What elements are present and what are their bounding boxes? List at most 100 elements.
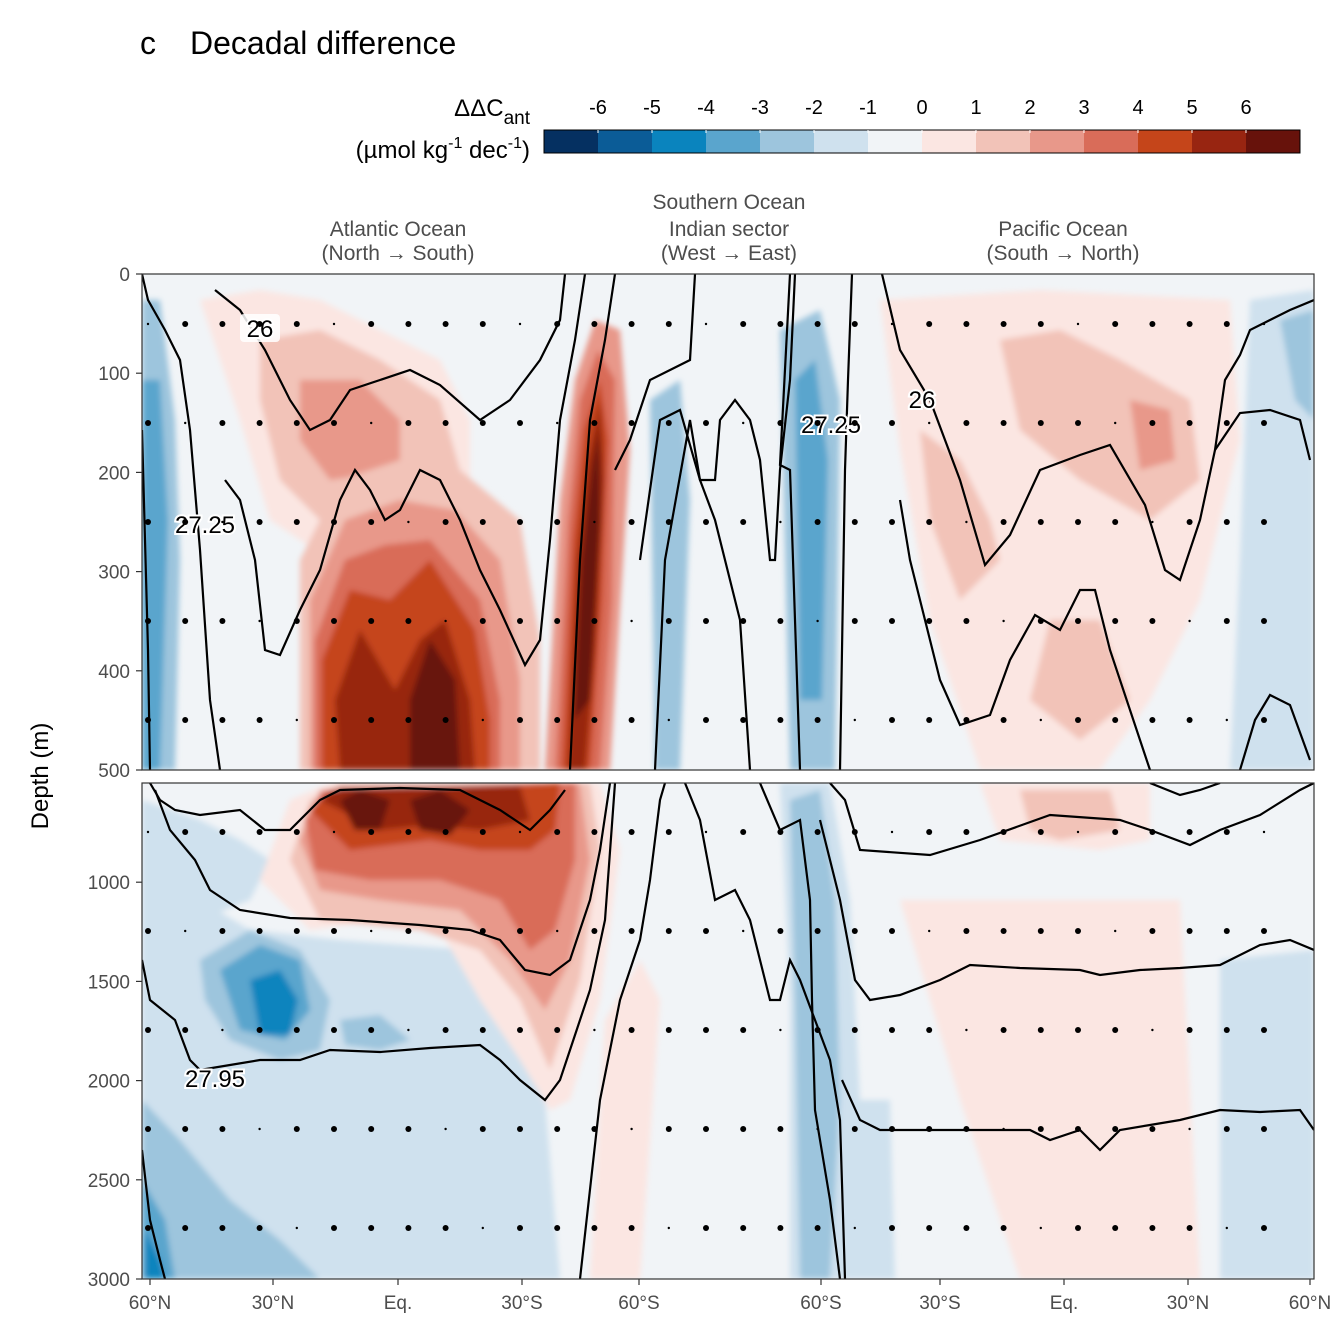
significance-dot	[1037, 519, 1044, 525]
significance-dot	[145, 1126, 151, 1132]
significance-dot	[479, 618, 486, 624]
significance-dot	[703, 928, 709, 934]
section-southern-line3: (West → East)	[661, 242, 797, 265]
significance-dot	[704, 830, 708, 834]
significance-dot	[293, 519, 300, 525]
y-axis-upper: 0 100 200 300 400 500	[98, 265, 142, 782]
significance-dot	[518, 830, 522, 834]
significance-dot	[145, 420, 151, 426]
significance-dot	[146, 830, 150, 834]
significance-dot	[591, 420, 598, 426]
significance-dot	[145, 1225, 151, 1231]
y-axis-label: Depth (m)	[27, 723, 54, 830]
significance-dot	[889, 928, 895, 934]
significance-dot	[405, 829, 412, 835]
isopycnal-label-27.95: 27.95	[185, 1066, 245, 1093]
significance-dot	[405, 618, 412, 624]
x-tick-label: 60°N	[129, 1293, 171, 1314]
significance-dot	[703, 519, 709, 525]
significance-dot	[405, 928, 412, 934]
significance-dot	[293, 1126, 300, 1132]
significance-dot	[182, 519, 189, 525]
y-tick-label: 100	[98, 364, 130, 385]
x-tick-label: 30°N	[252, 1293, 294, 1314]
significance-dot	[1112, 321, 1119, 327]
significance-dot	[442, 717, 449, 723]
significance-dot	[331, 420, 337, 426]
significance-dot	[442, 519, 449, 525]
colorbar-bin-11	[1138, 130, 1193, 153]
significance-dot	[1002, 1127, 1005, 1131]
significance-dot	[742, 929, 745, 933]
significance-dot	[851, 519, 858, 525]
significance-dot	[889, 519, 895, 525]
significance-dot	[1261, 420, 1267, 426]
significance-dot	[368, 717, 375, 723]
upper-panel: 26 27.25 26 27.25	[142, 274, 1314, 770]
significance-dot	[742, 421, 745, 425]
significance-dot	[628, 519, 635, 525]
significance-dot	[1037, 420, 1044, 426]
significance-dot	[1075, 1225, 1081, 1231]
significance-dot	[331, 717, 337, 723]
significance-dot	[628, 928, 635, 934]
colorbar-bin-12	[1192, 130, 1247, 153]
significance-dot	[1261, 717, 1267, 723]
significance-dot	[1037, 829, 1044, 835]
colorbar-tick-label: 0	[916, 97, 927, 119]
colorbar-ticks: -6 -5 -4 -3 -2 -1 0 1 2 3 4 5 6	[589, 97, 1252, 133]
colorbar-bin-5	[814, 130, 869, 153]
isopycnals-upper	[142, 274, 1314, 770]
significance-dot	[1037, 1027, 1044, 1033]
y-tick-label: 300	[98, 563, 130, 584]
significance-dot	[182, 829, 189, 835]
colorbar-tick-label: -3	[751, 97, 769, 119]
section-atlantic-line3: (North → South)	[322, 242, 475, 265]
significance-dot	[293, 618, 300, 624]
colorbar-tick-label: 6	[1240, 97, 1251, 119]
significance-dot	[1223, 519, 1230, 525]
significance-dot	[331, 618, 337, 624]
significance-dot	[591, 1225, 598, 1231]
significance-dot	[221, 520, 224, 524]
isopycnal-label-27.25-so: 27.25	[801, 412, 861, 439]
significance-dot	[851, 1126, 858, 1132]
significance-dot	[1225, 718, 1229, 722]
y-tick-label: 3000	[88, 1270, 130, 1291]
significance-dot	[1223, 829, 1230, 835]
significance-dot	[814, 1225, 821, 1231]
significance-dot	[1261, 1027, 1267, 1033]
y-tick-label: 0	[119, 265, 130, 286]
significance-dot	[1000, 928, 1007, 934]
significance-dot	[1076, 322, 1080, 326]
significance-dot	[405, 321, 412, 327]
panel-letter: c	[140, 25, 156, 61]
significance-dot	[481, 718, 484, 722]
significance-dot	[517, 1225, 523, 1231]
significance-dot	[816, 1127, 819, 1131]
significance-dot	[1186, 519, 1193, 525]
significance-dot	[814, 321, 821, 327]
significance-dot	[779, 520, 782, 524]
significance-dot	[814, 420, 821, 426]
significance-dot	[814, 928, 821, 934]
significance-dot	[479, 1027, 486, 1033]
significance-dot	[630, 1127, 633, 1131]
significance-dot	[1112, 829, 1119, 835]
significance-dot	[554, 519, 561, 525]
significance-dot	[256, 420, 263, 426]
isopycnal-label-26-pac: 26	[909, 387, 936, 414]
significance-dot	[963, 1126, 970, 1132]
y-tick-label: 200	[98, 463, 130, 484]
colorbar-tick-label: -1	[859, 97, 877, 119]
significance-dot	[1112, 717, 1119, 723]
significance-dot	[481, 1226, 484, 1230]
significance-dot	[479, 519, 486, 525]
significance-dot	[665, 420, 672, 426]
significance-dot	[777, 1126, 784, 1132]
y-tick-label: 400	[98, 662, 130, 683]
significance-dot	[219, 1225, 226, 1231]
significance-dot	[630, 619, 633, 623]
significance-dot	[740, 1027, 747, 1033]
colorbar-tick-label: 3	[1078, 97, 1089, 119]
